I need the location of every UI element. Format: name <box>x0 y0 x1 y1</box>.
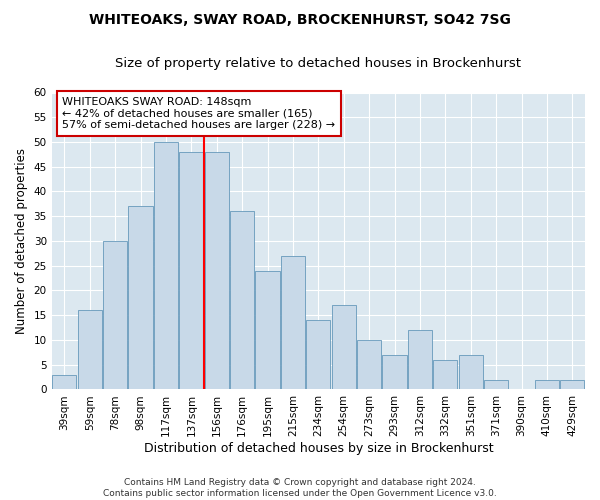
Text: WHITEOAKS SWAY ROAD: 148sqm
← 42% of detached houses are smaller (165)
57% of se: WHITEOAKS SWAY ROAD: 148sqm ← 42% of det… <box>62 97 335 130</box>
Bar <box>433 360 457 390</box>
Bar <box>357 340 381 390</box>
Bar <box>408 330 432 390</box>
Bar <box>256 270 280 390</box>
Bar <box>306 320 331 390</box>
Bar <box>128 206 152 390</box>
Bar <box>154 142 178 390</box>
Title: Size of property relative to detached houses in Brockenhurst: Size of property relative to detached ho… <box>115 58 521 70</box>
Bar <box>535 380 559 390</box>
Bar <box>103 241 127 390</box>
Bar <box>560 380 584 390</box>
Text: WHITEOAKS, SWAY ROAD, BROCKENHURST, SO42 7SG: WHITEOAKS, SWAY ROAD, BROCKENHURST, SO42… <box>89 12 511 26</box>
Bar <box>52 374 76 390</box>
Y-axis label: Number of detached properties: Number of detached properties <box>15 148 28 334</box>
Bar <box>458 355 483 390</box>
Bar <box>230 212 254 390</box>
Bar <box>484 380 508 390</box>
Bar <box>332 306 356 390</box>
Bar <box>205 152 229 390</box>
Text: Contains HM Land Registry data © Crown copyright and database right 2024.
Contai: Contains HM Land Registry data © Crown c… <box>103 478 497 498</box>
Bar <box>77 310 102 390</box>
Bar <box>281 256 305 390</box>
Bar <box>179 152 203 390</box>
Bar <box>382 355 407 390</box>
X-axis label: Distribution of detached houses by size in Brockenhurst: Distribution of detached houses by size … <box>143 442 493 455</box>
